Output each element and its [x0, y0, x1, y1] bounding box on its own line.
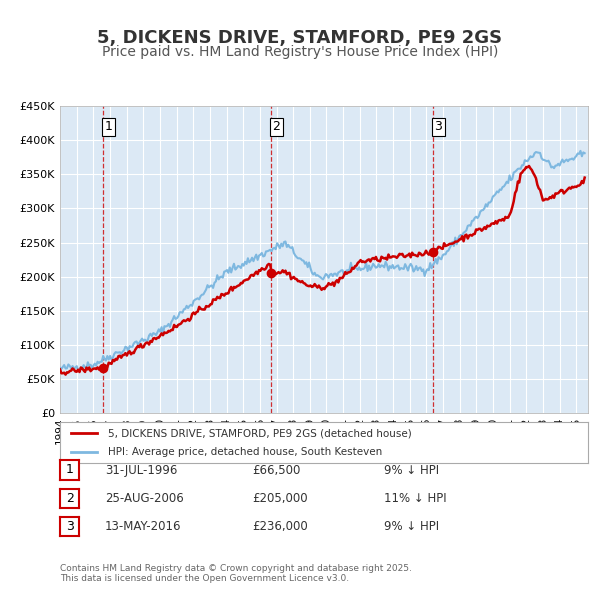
Text: 5, DICKENS DRIVE, STAMFORD, PE9 2GS (detached house): 5, DICKENS DRIVE, STAMFORD, PE9 2GS (det… — [107, 428, 411, 438]
Text: Contains HM Land Registry data © Crown copyright and database right 2025.
This d: Contains HM Land Registry data © Crown c… — [60, 563, 412, 583]
Text: HPI: Average price, detached house, South Kesteven: HPI: Average price, detached house, Sout… — [107, 447, 382, 457]
Text: 2: 2 — [272, 120, 280, 133]
Text: £205,000: £205,000 — [252, 492, 308, 505]
Text: 1: 1 — [104, 120, 113, 133]
Text: 9% ↓ HPI: 9% ↓ HPI — [384, 520, 439, 533]
Text: 2: 2 — [65, 491, 74, 505]
Text: 1: 1 — [65, 463, 74, 477]
Text: 3: 3 — [434, 120, 442, 133]
Text: Price paid vs. HM Land Registry's House Price Index (HPI): Price paid vs. HM Land Registry's House … — [102, 45, 498, 59]
Text: 9% ↓ HPI: 9% ↓ HPI — [384, 464, 439, 477]
Text: 3: 3 — [65, 520, 74, 533]
Text: 11% ↓ HPI: 11% ↓ HPI — [384, 492, 446, 505]
Text: 5, DICKENS DRIVE, STAMFORD, PE9 2GS: 5, DICKENS DRIVE, STAMFORD, PE9 2GS — [97, 30, 503, 47]
Text: 31-JUL-1996: 31-JUL-1996 — [105, 464, 178, 477]
Text: 25-AUG-2006: 25-AUG-2006 — [105, 492, 184, 505]
Text: £66,500: £66,500 — [252, 464, 301, 477]
Text: £236,000: £236,000 — [252, 520, 308, 533]
Text: 13-MAY-2016: 13-MAY-2016 — [105, 520, 182, 533]
